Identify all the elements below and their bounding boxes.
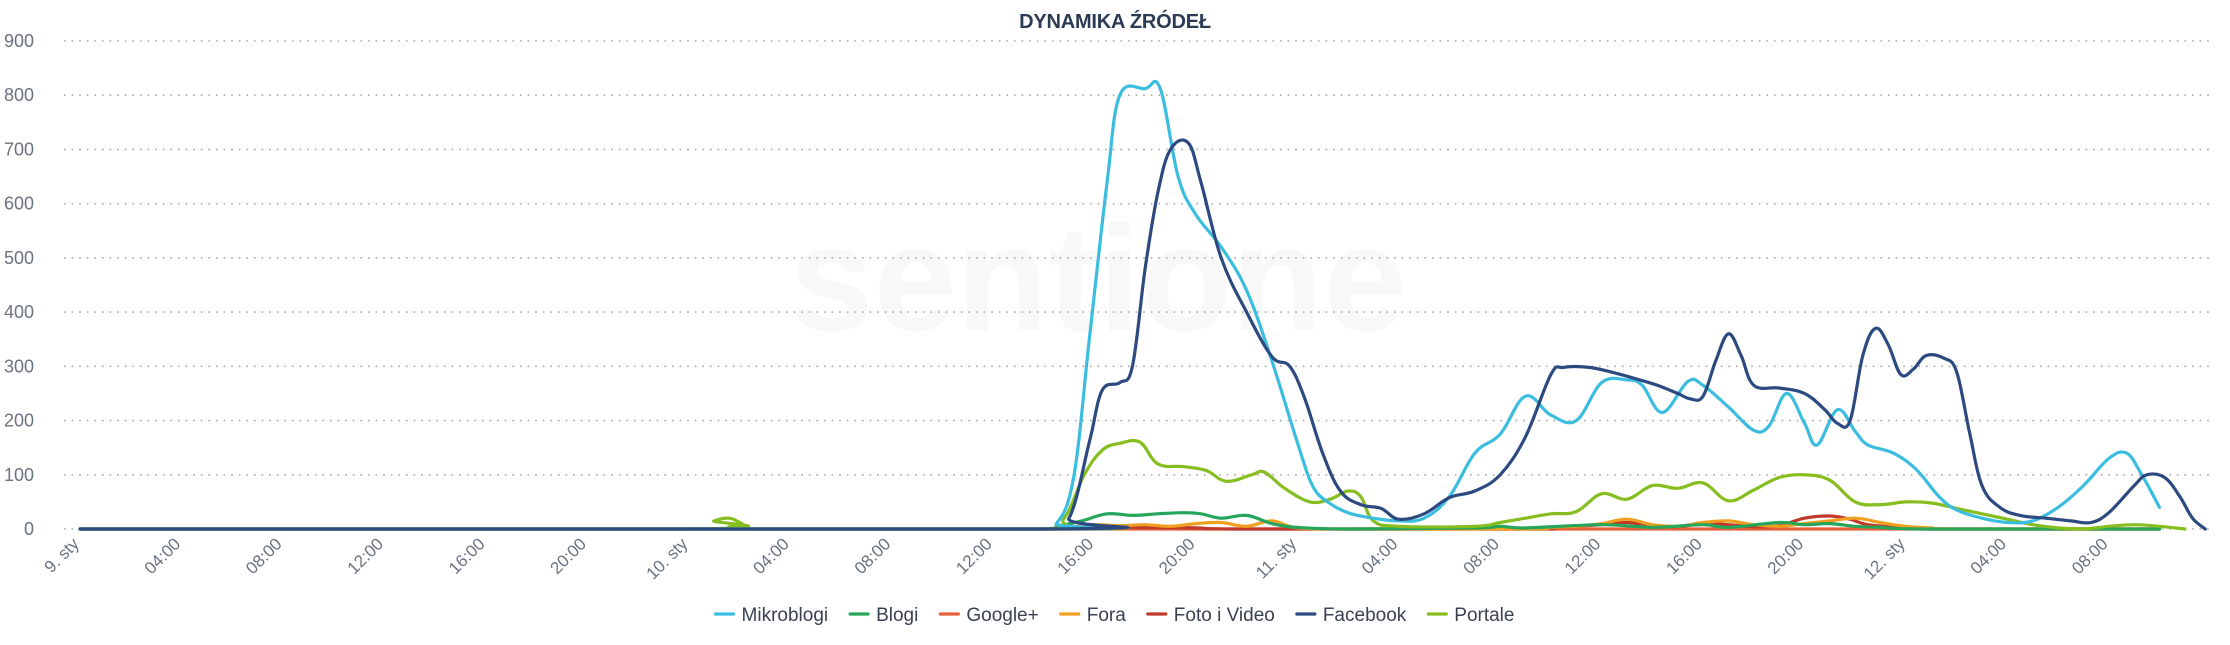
legend-label: Fora [1087,605,1127,626]
legend-label: Foto i Video [1174,605,1275,626]
chart-title: DYNAMIKA ŹRÓDEŁ [1019,9,1211,33]
y-tick-label: 700 [4,139,34,159]
y-tick-label: 800 [4,85,34,105]
x-tick-label: 08:00 [242,534,286,578]
x-tick-label: 08:00 [1459,534,1503,578]
y-tick-label: 600 [4,194,34,214]
y-tick-label: 100 [4,465,34,485]
legend[interactable]: Mikroblogi Blogi Google+ Fora Foto i Video Fa… [716,605,1515,626]
x-tick-label: 04:00 [141,534,185,578]
x-tick-label: 16:00 [1662,534,1706,578]
legend-label: Mikroblogi [742,605,829,626]
legend-item-mikroblogi[interactable]: Mikroblogi [716,605,829,626]
x-tick-label: 12:00 [952,534,996,578]
x-tick-label: 12:00 [344,534,388,578]
x-tick-label: 12. sty [1860,534,1909,583]
y-tick-label: 0 [24,519,34,539]
x-tick-label: 04:00 [1358,534,1402,578]
legend-item-blogi[interactable]: Blogi [850,605,918,626]
legend-label: Portale [1454,605,1514,626]
y-tick-label: 200 [4,411,34,431]
x-tick-label: 08:00 [2068,534,2112,578]
y-tick-label: 500 [4,248,34,268]
x-tick-label: 08:00 [851,534,895,578]
x-tick-label: 12:00 [1561,534,1605,578]
x-tick-label: 10. sty [643,534,692,583]
x-tick-label: 04:00 [749,534,793,578]
y-axis-ticks: 0 100 200 300 400 500 600 700 800 900 [4,31,34,539]
legend-item-foto-i-video[interactable]: Foto i Video [1148,605,1275,626]
y-tick-label: 300 [4,356,34,376]
x-tick-label: 20:00 [1764,534,1808,578]
legend-label: Blogi [876,605,918,626]
legend-item-facebook[interactable]: Facebook [1297,605,1407,626]
x-axis-ticks: 9. sty 04:00 08:00 12:00 16:00 20:00 10. sty 04… [41,534,2112,583]
x-tick-label: 04:00 [1967,534,2011,578]
y-tick-label: 900 [4,31,34,51]
x-tick-label: 20:00 [547,534,591,578]
legend-item-fora[interactable]: Fora [1061,605,1127,626]
legend-label: Facebook [1323,605,1407,626]
legend-item-portale[interactable]: Portale [1428,605,1514,626]
legend-label: Google+ [966,605,1038,626]
watermark: sentione [790,194,1407,362]
legend-item-google-[interactable]: Google+ [940,605,1038,626]
y-tick-label: 400 [4,302,34,322]
x-tick-label: 9. sty [41,534,84,577]
x-tick-label: 20:00 [1155,534,1199,578]
x-tick-label: 16:00 [1054,534,1098,578]
x-tick-label: 11. sty [1252,534,1300,582]
x-tick-label: 16:00 [445,534,489,578]
